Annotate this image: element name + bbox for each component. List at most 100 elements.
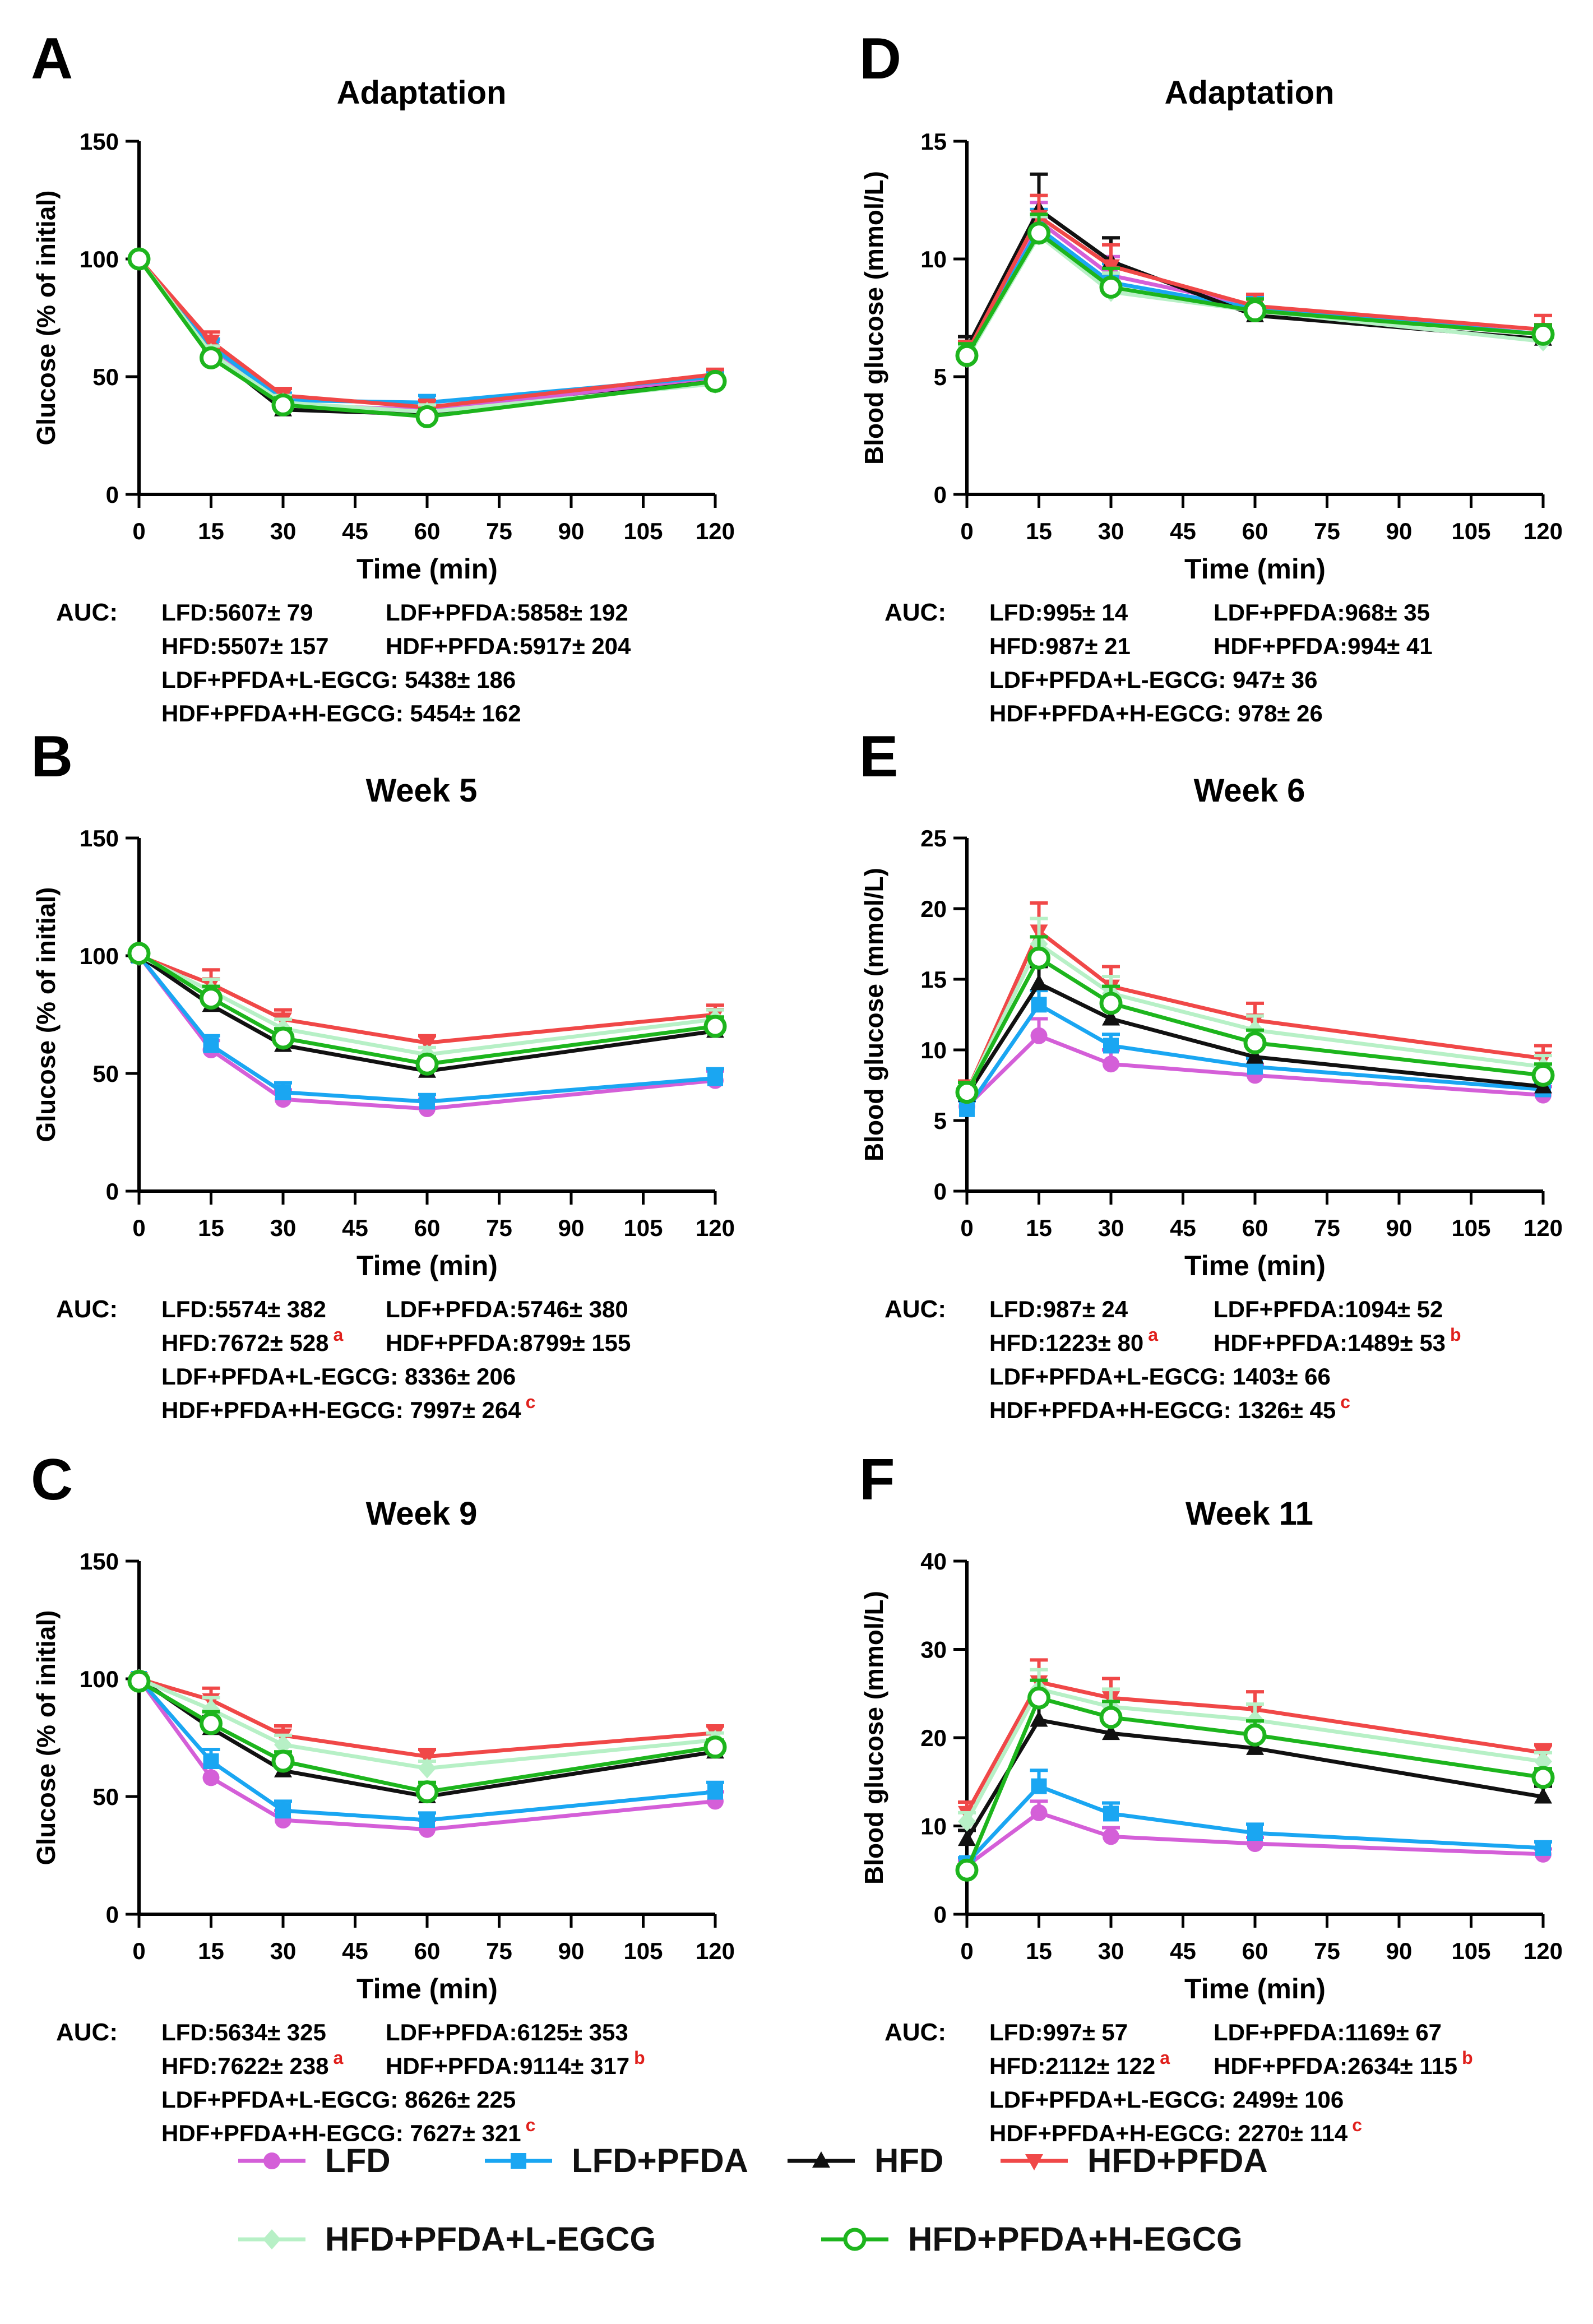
panel-letter: E: [859, 724, 898, 789]
x-tick-label: 90: [1386, 518, 1413, 544]
x-tick-label: 45: [342, 1215, 368, 1241]
auc-value: HDF+PFDA:1489± 53 b: [1214, 1325, 1461, 1356]
auc-value: LDF+PFDA:5746± 380: [386, 1296, 628, 1322]
auc-value: LDF+PFDA:968± 35: [1214, 599, 1430, 626]
auc-value: LFD:5607± 79: [161, 599, 313, 626]
auc-value: HDF+PFDA+H-EGCG: 7627± 321 c: [161, 2115, 535, 2141]
data-point: [1027, 221, 1050, 245]
y-tick-label: 100: [80, 1666, 119, 1692]
y-tick-label: 25: [920, 825, 947, 851]
x-tick-label: 60: [414, 1215, 441, 1241]
data-point: [200, 1712, 223, 1735]
legend-swatch-hfd: [788, 2151, 855, 2168]
legend-item-hfd-pfda: HFD+PFDA: [998, 2141, 1268, 2180]
data-point: [1531, 1766, 1555, 1789]
auc-value: HFD:5507± 157: [161, 633, 329, 659]
data-point: [1102, 1724, 1120, 1740]
auc-value: LDF+PFDA+L-EGCG: 8626± 225: [161, 2086, 516, 2113]
data-point: [1103, 1828, 1119, 1845]
panel-letter: A: [31, 26, 73, 91]
auc-heading: AUC:: [885, 2019, 946, 2046]
x-tick-label: 90: [1386, 1215, 1413, 1241]
x-tick-label: 90: [1386, 1938, 1413, 1964]
auc-value: HDF+PFDA:2634± 115 b: [1214, 2048, 1473, 2079]
y-axis-label: Glucose (% of initial): [31, 191, 61, 446]
data-point: [1030, 1804, 1048, 1821]
auc-value: LDF+PFDA:1169± 67: [1214, 2019, 1442, 2045]
x-tick-label: 0: [960, 1938, 973, 1964]
x-tick-label: 15: [1026, 1938, 1052, 1964]
auc-value: HDF+PFDA+H-EGCG: 978± 26: [989, 700, 1323, 726]
y-tick-label: 0: [106, 482, 119, 508]
data-point: [415, 1052, 439, 1076]
data-point: [415, 1780, 439, 1804]
x-tick-label: 75: [486, 1215, 512, 1241]
x-tick-label: 75: [1314, 1215, 1340, 1241]
y-tick-label: 50: [92, 1784, 119, 1810]
data-point: [1031, 1778, 1047, 1794]
y-tick-label: 150: [80, 1548, 119, 1575]
data-point: [1030, 1027, 1048, 1044]
legend-label: LFD: [325, 2142, 391, 2179]
x-tick-label: 90: [558, 1215, 585, 1241]
panel-a: A Adaptation 0 50 100 150 0 15 30 45 60 75 90 105 120 T…: [31, 26, 735, 726]
data-point: [203, 1753, 219, 1769]
legend-swatch-lfd-pfda: [485, 2152, 552, 2169]
legend-swatch-hfd-pfda-l-egcg: [238, 2229, 305, 2249]
y-axis-label: Blood glucose (mmol/L): [859, 868, 888, 1161]
data-point: [958, 1830, 976, 1846]
series-hfd-pfda-h-egcg: [127, 1669, 727, 1804]
auc-value: HDF+PFDA:9114± 317 b: [386, 2048, 645, 2079]
panel-letter: B: [31, 724, 73, 789]
x-tick-label: 15: [1026, 518, 1052, 544]
data-point: [127, 942, 151, 965]
x-axis-label: Time (min): [1184, 1973, 1326, 2004]
legend-label: HFD: [874, 2142, 944, 2179]
significance-marker: c: [1340, 1392, 1350, 1412]
x-tick-label: 0: [132, 1215, 145, 1241]
auc-value: HFD:1223± 80 a: [989, 1325, 1158, 1356]
data-point: [418, 1036, 436, 1053]
y-tick-label: 0: [934, 1178, 947, 1205]
auc-value: LFD:987± 24: [989, 1296, 1128, 1322]
auc-heading: AUC:: [56, 599, 118, 626]
y-tick-label: 50: [92, 364, 119, 390]
x-tick-label: 120: [696, 1215, 735, 1241]
data-point: [200, 987, 223, 1010]
x-tick-label: 75: [486, 518, 512, 544]
x-tick-label: 30: [1098, 518, 1124, 544]
x-tick-label: 15: [198, 518, 224, 544]
data-point: [955, 344, 979, 367]
series-lfd: [130, 947, 724, 1117]
data-point: [275, 1803, 291, 1819]
data-point: [127, 1669, 151, 1693]
y-axis-label: Glucose (% of initial): [31, 887, 61, 1142]
data-point: [202, 1769, 220, 1786]
legend-swatch-lfd: [238, 2152, 305, 2169]
series-lfd-pfda: [958, 1769, 1552, 1871]
y-tick-label: 50: [92, 1061, 119, 1087]
auc-value: HFD:987± 21: [989, 633, 1131, 659]
data-point: [1103, 1038, 1119, 1054]
panel-letter: C: [31, 1447, 73, 1512]
series-line: [137, 257, 716, 410]
auc-value: LFD:997± 57: [989, 2019, 1128, 2045]
x-tick-label: 75: [1314, 1938, 1340, 1964]
series-line: [138, 1677, 716, 1799]
x-tick-label: 30: [1098, 1938, 1124, 1964]
data-point: [202, 335, 220, 351]
x-tick-label: 105: [1451, 518, 1490, 544]
data-point: [1103, 1806, 1119, 1822]
y-tick-label: 5: [934, 364, 947, 390]
x-tick-label: 105: [1451, 1215, 1490, 1241]
y-tick-label: 10: [920, 1813, 947, 1840]
x-tick-label: 75: [486, 1938, 512, 1964]
data-point: [200, 346, 223, 369]
panel-letter: D: [859, 26, 901, 91]
x-tick-label: 120: [696, 1938, 735, 1964]
panel-e: E Week 6 0 5 10 15 20 25 0 15 30 45 60 75 90 105 120 Time…: [859, 724, 1563, 1423]
data-point: [418, 1758, 436, 1779]
data-point: [1027, 946, 1050, 970]
data-point: [1103, 1055, 1119, 1073]
x-axis-label: Time (min): [356, 1973, 498, 2004]
